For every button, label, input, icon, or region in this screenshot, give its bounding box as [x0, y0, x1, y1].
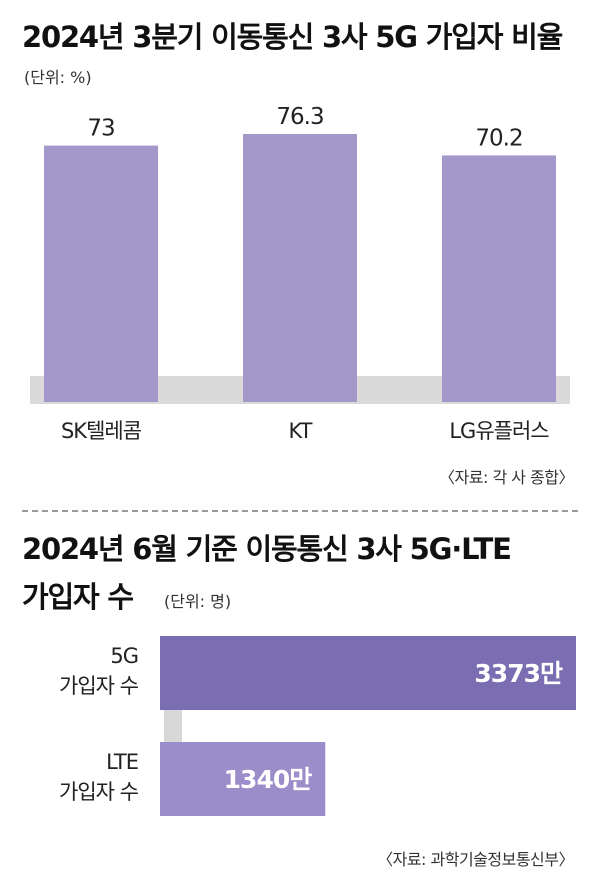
category-label: SK텔레콤 — [61, 419, 142, 443]
chart2-title-line-2: 가입자 수 — [22, 580, 134, 614]
chart2-title-line-1: 2024년 6월 기준 이동통신 3사 5G·LTE — [22, 532, 512, 566]
bar-value-label: 73 — [87, 116, 114, 142]
section-divider — [22, 510, 578, 512]
category-label: KT — [289, 419, 313, 443]
hbar-value-label: 3373만 — [474, 659, 563, 688]
hbar-category-label: 5G — [110, 644, 138, 668]
chart2-source-note: 〈자료: 과학기술정보통신부〉 — [377, 850, 574, 869]
bar-value-label: 76.3 — [276, 104, 323, 130]
ratio-bar-chart: 73 SK텔레콤 76.3 KT 70.2 LG유플러스 — [30, 104, 570, 443]
category-label: LG유플러스 — [449, 419, 549, 443]
bar-2 — [442, 155, 556, 402]
hbar-category-label: 가입자 수 — [59, 780, 139, 804]
bar-0 — [44, 145, 158, 402]
hbar-category-label: 가입자 수 — [59, 674, 139, 698]
bar-value-label: 70.2 — [475, 125, 522, 151]
hbar-0 — [160, 636, 576, 710]
hbar-category-label: LTE — [106, 750, 138, 774]
chart2-connector-shadow — [164, 710, 182, 742]
chart1-title: 2024년 3분기 이동통신 3사 5G 가입자 비율 — [22, 20, 563, 54]
subscriber-bar-chart: 3373만 5G 가입자 수 1340만 LTE 가입자 수 — [59, 636, 576, 816]
chart2-unit-label: (단위: 명) — [164, 592, 232, 611]
bar-1 — [243, 134, 357, 402]
chart1-source-note: 〈자료: 각 사 종합〉 — [439, 468, 574, 487]
hbar-1 — [160, 742, 326, 816]
hbar-value-label: 1340만 — [224, 765, 313, 794]
chart1-unit-label: (단위: %) — [24, 68, 92, 87]
